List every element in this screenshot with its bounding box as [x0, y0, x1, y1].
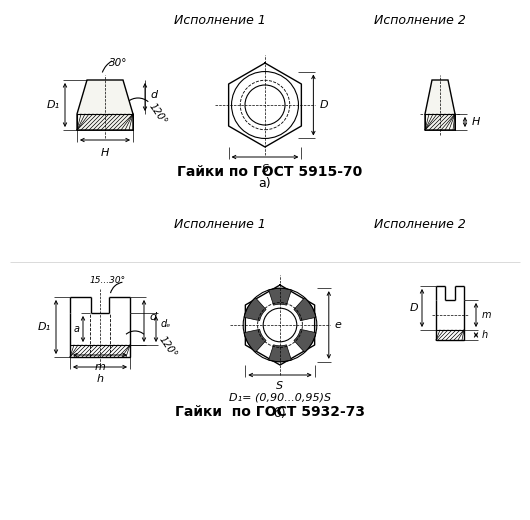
Polygon shape [77, 80, 133, 130]
Polygon shape [294, 297, 316, 321]
Text: S: S [277, 381, 284, 391]
Text: 15...30°: 15...30° [90, 276, 126, 285]
Text: H: H [472, 117, 480, 127]
Text: 120°: 120° [157, 334, 179, 359]
Text: D₁: D₁ [47, 100, 59, 110]
Text: d: d [149, 312, 156, 322]
Text: Исполнение 2: Исполнение 2 [374, 218, 466, 231]
Text: H: H [101, 148, 109, 158]
Text: D₁= (0,90...0,95)S: D₁= (0,90...0,95)S [229, 393, 331, 403]
Text: б): б) [273, 407, 286, 420]
Text: d: d [150, 90, 157, 100]
Text: D: D [320, 100, 328, 110]
Polygon shape [244, 329, 266, 353]
Text: h: h [96, 374, 103, 384]
Polygon shape [269, 345, 292, 362]
Text: m: m [94, 362, 105, 372]
Text: e: e [335, 320, 342, 330]
Text: Исполнение 1: Исполнение 1 [174, 218, 266, 231]
Text: Исполнение 1: Исполнение 1 [174, 14, 266, 27]
Text: D: D [410, 303, 418, 313]
Text: а): а) [259, 177, 271, 190]
Polygon shape [244, 297, 266, 321]
Text: dₑ: dₑ [161, 319, 171, 329]
Text: a: a [74, 324, 80, 334]
Text: Исполнение 2: Исполнение 2 [374, 14, 466, 27]
Text: D₁: D₁ [38, 322, 50, 332]
Text: 120°: 120° [147, 101, 169, 126]
Text: m: m [482, 310, 491, 320]
Polygon shape [425, 80, 455, 130]
Text: S: S [261, 164, 269, 174]
Text: h: h [482, 330, 488, 340]
Text: Гайки  по ГОСТ 5932-73: Гайки по ГОСТ 5932-73 [175, 405, 365, 419]
Polygon shape [269, 288, 292, 305]
Text: Гайки по ГОСТ 5915-70: Гайки по ГОСТ 5915-70 [178, 165, 363, 179]
Polygon shape [294, 329, 316, 353]
Text: 30°: 30° [109, 58, 127, 68]
